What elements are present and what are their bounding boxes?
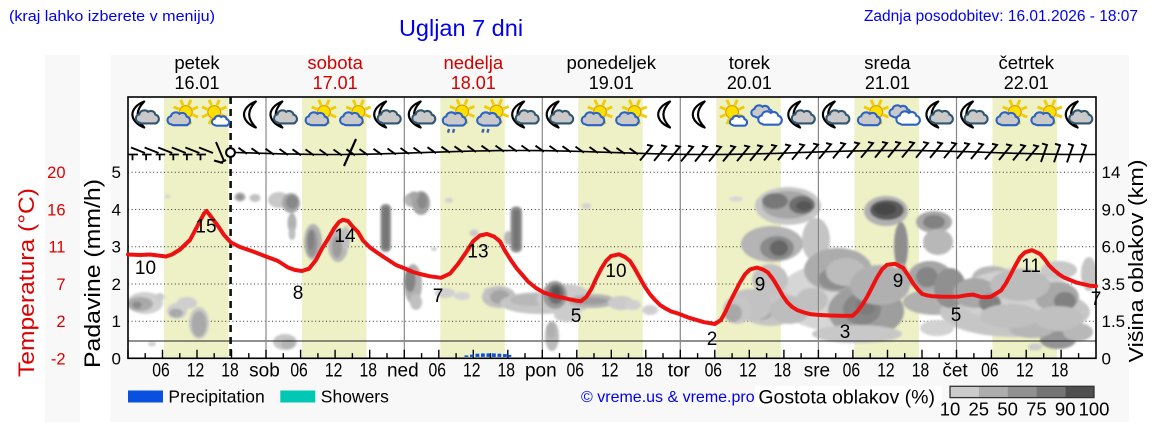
svg-text:5: 5	[951, 305, 962, 326]
svg-text:18: 18	[359, 361, 377, 382]
svg-text:20.01: 20.01	[727, 73, 772, 93]
svg-text:2: 2	[56, 313, 65, 331]
svg-text:06: 06	[567, 361, 585, 382]
svg-text:6.0: 6.0	[1102, 238, 1126, 257]
svg-text:100: 100	[1079, 399, 1110, 420]
svg-text:16.01: 16.01	[174, 73, 219, 93]
svg-text:06: 06	[290, 361, 308, 382]
svg-text:12: 12	[325, 361, 343, 382]
svg-text:18: 18	[774, 361, 792, 382]
svg-text:7: 7	[1091, 289, 1102, 310]
svg-text:16: 16	[47, 201, 65, 219]
svg-text:19.01: 19.01	[589, 73, 634, 93]
svg-text:17.01: 17.01	[313, 73, 358, 93]
svg-text:2: 2	[112, 275, 121, 294]
svg-text:12: 12	[1016, 361, 1034, 382]
svg-text:nedelja: nedelja	[443, 52, 503, 73]
svg-text:9: 9	[755, 274, 766, 295]
svg-text:Showers: Showers	[321, 387, 389, 407]
svg-text:© vreme.us & vreme.pro: © vreme.us & vreme.pro	[581, 389, 755, 406]
svg-text:sob: sob	[249, 361, 280, 382]
svg-text:torek: torek	[729, 52, 771, 73]
svg-text:0: 0	[112, 350, 121, 369]
svg-text:8: 8	[293, 283, 304, 304]
svg-text:2: 2	[707, 329, 718, 350]
svg-text:12: 12	[601, 361, 619, 382]
svg-text:10: 10	[940, 399, 961, 420]
svg-text:1.5: 1.5	[1102, 312, 1126, 331]
svg-text:10: 10	[135, 258, 156, 279]
svg-text:18: 18	[498, 361, 516, 382]
svg-text:Padavine (mm/h): Padavine (mm/h)	[80, 179, 105, 368]
svg-text:15: 15	[195, 217, 216, 238]
svg-text:3.5: 3.5	[1102, 275, 1126, 294]
svg-text:12: 12	[739, 361, 757, 382]
svg-text:12: 12	[187, 361, 205, 382]
svg-text:pon: pon	[525, 361, 557, 382]
svg-text:-2: -2	[51, 350, 66, 368]
svg-text:Višina oblakov (km): Višina oblakov (km)	[1126, 160, 1148, 363]
svg-text:13: 13	[467, 241, 488, 262]
svg-text:06: 06	[843, 361, 861, 382]
svg-text:(kraj lahko izberete v meniju): (kraj lahko izberete v meniju)	[9, 8, 215, 25]
svg-text:Temperatura (°C): Temperatura (°C)	[14, 188, 39, 377]
svg-text:25: 25	[969, 399, 990, 420]
svg-text:5: 5	[571, 306, 582, 327]
svg-text:čet: čet	[942, 361, 968, 382]
svg-text:22.01: 22.01	[1004, 73, 1049, 93]
svg-text:tor: tor	[668, 361, 691, 382]
svg-text:20: 20	[47, 164, 65, 182]
svg-text:12: 12	[877, 361, 895, 382]
svg-text:14: 14	[334, 226, 356, 247]
svg-text:11: 11	[48, 239, 65, 257]
svg-text:14: 14	[1102, 163, 1121, 182]
svg-text:12: 12	[463, 361, 481, 382]
svg-text:Ugljan 7 dni: Ugljan 7 dni	[399, 15, 523, 41]
svg-text:50: 50	[997, 399, 1018, 420]
svg-text:sobota: sobota	[307, 52, 363, 73]
svg-text:06: 06	[429, 361, 447, 382]
svg-text:9: 9	[893, 271, 904, 292]
svg-text:18.01: 18.01	[451, 73, 496, 93]
svg-text:ponedeljek: ponedeljek	[567, 52, 657, 73]
svg-text:7: 7	[433, 286, 444, 307]
svg-text:Gostota oblakov (%): Gostota oblakov (%)	[758, 387, 935, 409]
svg-text:petek: petek	[174, 52, 220, 73]
svg-text:3: 3	[840, 322, 851, 343]
svg-text:5: 5	[112, 163, 121, 182]
svg-text:90: 90	[1055, 399, 1076, 420]
svg-text:7: 7	[56, 276, 65, 294]
svg-text:10: 10	[605, 261, 626, 282]
svg-text:06: 06	[705, 361, 723, 382]
svg-text:sreda: sreda	[864, 52, 911, 73]
svg-text:21.01: 21.01	[865, 73, 910, 93]
svg-text:sre: sre	[804, 361, 830, 382]
svg-text:1: 1	[112, 312, 121, 331]
svg-text:18: 18	[912, 361, 930, 382]
svg-text:9.0: 9.0	[1102, 201, 1126, 220]
svg-text:ned: ned	[387, 361, 419, 382]
svg-text:Zadnja posodobitev: 16.01.2026: Zadnja posodobitev: 16.01.2026 - 18:07	[864, 8, 1138, 25]
svg-text:18: 18	[636, 361, 654, 382]
svg-text:Precipitation: Precipitation	[168, 387, 264, 407]
svg-text:3: 3	[112, 238, 121, 257]
svg-text:18: 18	[1051, 361, 1069, 382]
svg-text:11: 11	[1021, 256, 1041, 277]
svg-text:četrtek: četrtek	[998, 52, 1054, 73]
svg-text:0: 0	[1102, 350, 1111, 369]
svg-text:06: 06	[981, 361, 999, 382]
svg-text:75: 75	[1026, 399, 1047, 420]
svg-text:4: 4	[112, 201, 121, 220]
svg-text:06: 06	[152, 361, 170, 382]
svg-text:18: 18	[221, 361, 239, 382]
